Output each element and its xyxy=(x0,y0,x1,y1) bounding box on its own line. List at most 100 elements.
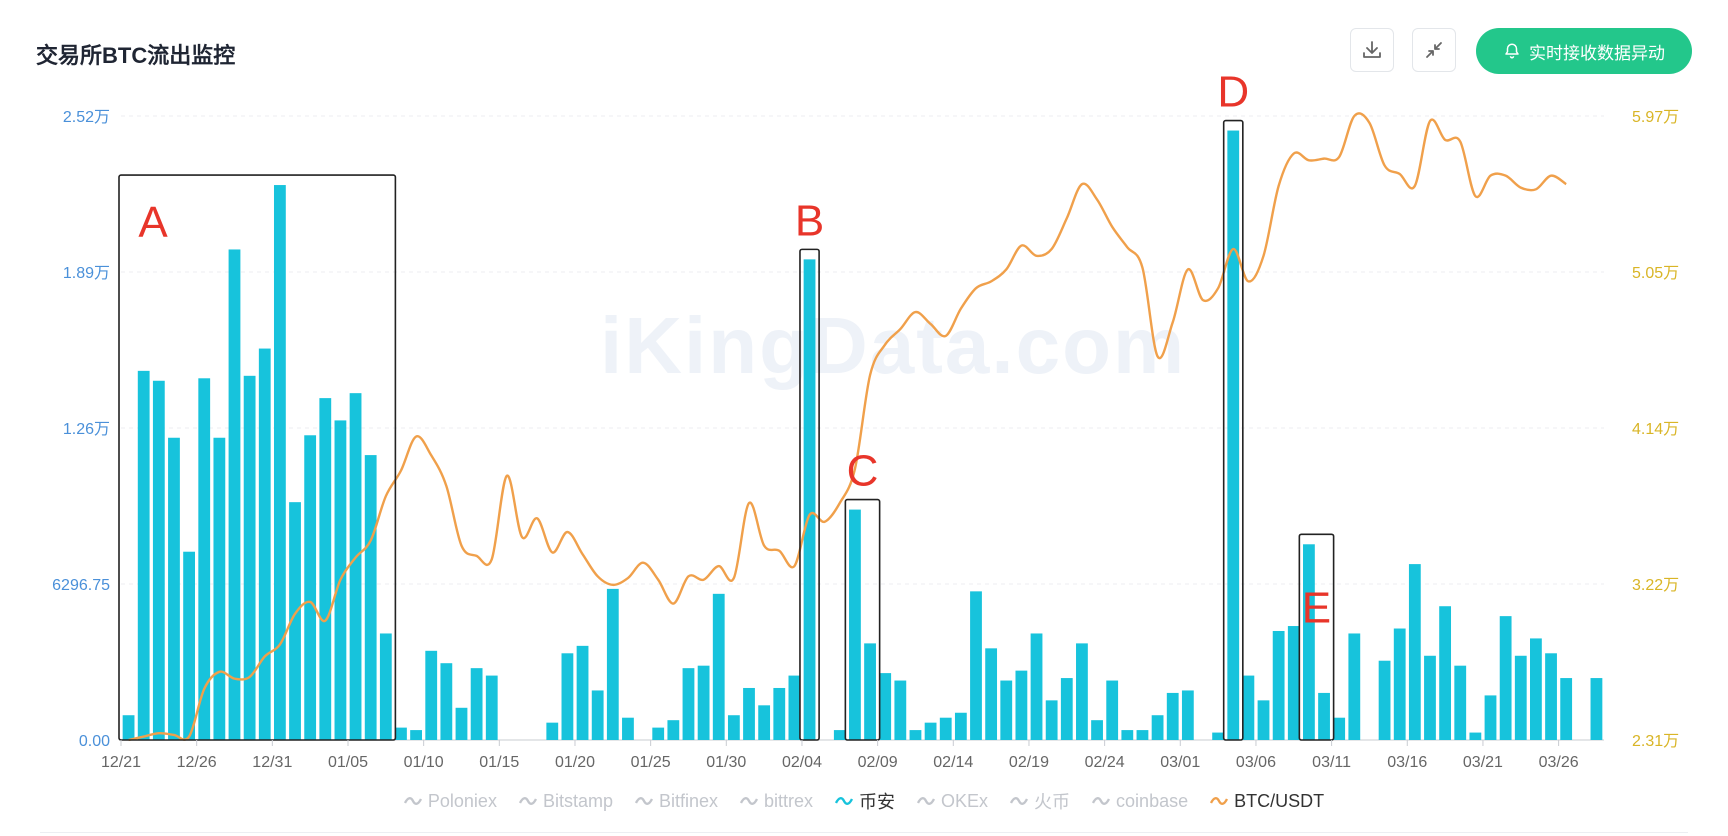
legend-item[interactable]: BTC/USDT xyxy=(1210,788,1324,814)
bar-binance xyxy=(183,551,195,740)
x-axis-tick-label: 01/05 xyxy=(328,754,368,771)
bar-binance xyxy=(1545,653,1557,740)
x-axis-tick-label: 03/16 xyxy=(1387,754,1427,771)
bar-binance xyxy=(1227,130,1240,741)
legend-wave-icon xyxy=(518,797,537,805)
legend-label: Bitstamp xyxy=(542,790,613,811)
bar-binance xyxy=(1166,692,1179,740)
left-axis-tick-label: 1.89万 xyxy=(63,265,110,282)
bar-binance xyxy=(122,715,135,740)
bar-binance xyxy=(304,435,317,740)
x-axis-tick-label: 02/04 xyxy=(782,754,822,771)
x-axis-tick-label: 03/01 xyxy=(1160,754,1200,771)
collapse-button[interactable] xyxy=(1412,28,1456,72)
bar-binance xyxy=(1287,626,1300,740)
bar-binance xyxy=(1514,655,1527,740)
x-axis-tick-label: 02/14 xyxy=(933,754,973,771)
x-axis-tick-label: 01/10 xyxy=(404,754,444,771)
bar-binance xyxy=(954,712,967,740)
x-axis-tick-label: 03/26 xyxy=(1539,754,1579,771)
bar-binance xyxy=(1318,692,1330,740)
bar-binance xyxy=(1045,700,1058,740)
bar-binance xyxy=(864,643,876,740)
bar-binance xyxy=(228,249,241,740)
bar-binance xyxy=(1378,660,1391,740)
bar-binance xyxy=(1408,564,1421,740)
annotation-label-d: D xyxy=(1217,68,1249,117)
bar-binance xyxy=(1424,655,1436,740)
btc-usdt-line xyxy=(128,112,1567,742)
bar-binance xyxy=(1212,732,1225,740)
bar-binance xyxy=(758,705,771,740)
legend-label: 火币 xyxy=(1034,792,1071,812)
bar-binance xyxy=(1015,670,1028,740)
bar-binance xyxy=(395,727,407,740)
bar-binance xyxy=(1106,680,1119,740)
bar-binance xyxy=(1060,678,1073,740)
divider xyxy=(40,832,1688,833)
bar-binance xyxy=(788,675,801,740)
legend-item[interactable]: Poloniex xyxy=(403,788,497,814)
bar-binance xyxy=(622,717,634,740)
bar-binance xyxy=(1242,675,1255,740)
bar-binance xyxy=(743,687,755,740)
bar-binance xyxy=(879,673,892,740)
legend-wave-icon xyxy=(1010,797,1029,805)
bar-binance xyxy=(213,437,226,740)
legend-item[interactable]: coinbase xyxy=(1092,788,1188,814)
bar-binance xyxy=(440,663,453,740)
realtime-alert-button[interactable]: 实时接收数据异动 xyxy=(1476,28,1692,74)
legend-wave-icon xyxy=(634,797,653,805)
legend-item[interactable]: 币安 xyxy=(835,788,895,814)
bell-icon xyxy=(1505,43,1519,59)
x-axis-tick-label: 01/30 xyxy=(706,754,746,771)
bar-binance xyxy=(1499,616,1512,740)
bar-binance xyxy=(152,380,165,740)
bar-binance xyxy=(168,437,180,740)
bar-binance xyxy=(1469,732,1482,740)
x-axis-tick-label: 12/21 xyxy=(101,754,141,771)
annotation-label-e: E xyxy=(1302,583,1331,632)
legend-item[interactable]: OKEx xyxy=(917,788,988,814)
x-axis-tick-label: 01/15 xyxy=(479,754,519,771)
bar-binance xyxy=(1121,730,1134,740)
legend-wave-icon xyxy=(403,797,422,805)
legend-item[interactable]: 火币 xyxy=(1010,788,1070,814)
legend-item[interactable]: Bitfinex xyxy=(634,788,718,814)
bar-binance xyxy=(1272,630,1285,740)
annotation-box-a xyxy=(118,174,397,741)
page-title: 交易所BTC流出监控 xyxy=(36,43,236,68)
bar-binance xyxy=(1484,695,1497,740)
bar-binance xyxy=(364,455,377,740)
bar-binance xyxy=(1136,730,1149,740)
bar-binance xyxy=(273,185,286,740)
bar-binance xyxy=(712,593,725,740)
right-axis-tick-label: 5.05万 xyxy=(1632,265,1679,282)
bar-binance xyxy=(773,687,786,740)
x-axis-tick-label: 03/21 xyxy=(1463,754,1503,771)
annotation-label-a: A xyxy=(138,198,168,247)
x-axis-tick-label: 02/19 xyxy=(1009,754,1049,771)
legend-wave-icon xyxy=(740,797,758,805)
outflow-chart: A B C D E 0.00 2.31万 6296.75 3.22万 1.26万 4.14万 1.8… xyxy=(52,68,1679,771)
x-axis-tick-label: 03/11 xyxy=(1312,754,1351,771)
right-axis-tick-label: 2.31万 xyxy=(1632,733,1679,750)
legend-item[interactable]: Bitstamp xyxy=(518,788,613,814)
legend-item[interactable]: bittrex xyxy=(740,788,813,814)
bar-binance xyxy=(727,715,740,740)
bar-binance xyxy=(379,633,392,740)
bar-binance xyxy=(198,378,211,740)
bar-binance xyxy=(591,690,604,740)
left-axis-tick-label: 6296.75 xyxy=(52,577,110,594)
bar-binance xyxy=(137,370,150,740)
bar-binance xyxy=(1333,717,1346,740)
bar-binance xyxy=(410,730,422,740)
bar-binance xyxy=(576,645,589,740)
download-button[interactable] xyxy=(1350,28,1394,72)
bar-binance xyxy=(243,375,256,740)
legend-label: coinbase xyxy=(1116,790,1189,811)
bar-binance xyxy=(1030,633,1043,740)
annotation-box-d xyxy=(1222,119,1244,741)
bar-binance xyxy=(319,398,332,740)
annotation-box-e xyxy=(1298,533,1335,741)
